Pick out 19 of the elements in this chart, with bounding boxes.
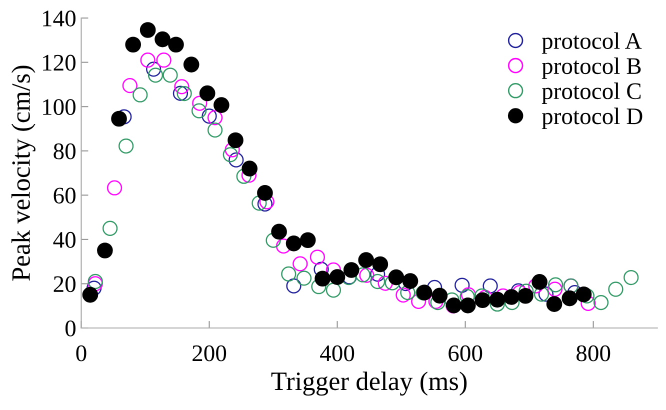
x-tick-label: 0 <box>76 345 86 362</box>
x-tick-label: 800 <box>576 345 610 362</box>
x-axis-title: Trigger delay (ms) <box>271 372 467 396</box>
y-tick-label: 0 <box>65 320 76 336</box>
legend-label: protocol B <box>542 57 641 79</box>
y-tick-label: 100 <box>43 99 76 116</box>
legend-label: protocol D <box>542 108 642 130</box>
y-tick-label: 40 <box>53 232 76 248</box>
legend-label: protocol C <box>542 82 641 104</box>
y-tick-label: 20 <box>54 276 76 292</box>
x-tick-label: 400 <box>320 345 354 362</box>
x-tick-label: 600 <box>448 345 482 362</box>
y-tick-label: 140 <box>43 10 76 26</box>
y-axis-title: Peak velocity (cm/s) <box>11 66 36 281</box>
y-tick-label: 120 <box>43 54 76 71</box>
x-tick-label: 200 <box>192 345 226 362</box>
y-tick-label: 80 <box>54 143 76 160</box>
y-tick-label: 60 <box>54 188 76 204</box>
legend-label: protocol A <box>542 32 642 54</box>
